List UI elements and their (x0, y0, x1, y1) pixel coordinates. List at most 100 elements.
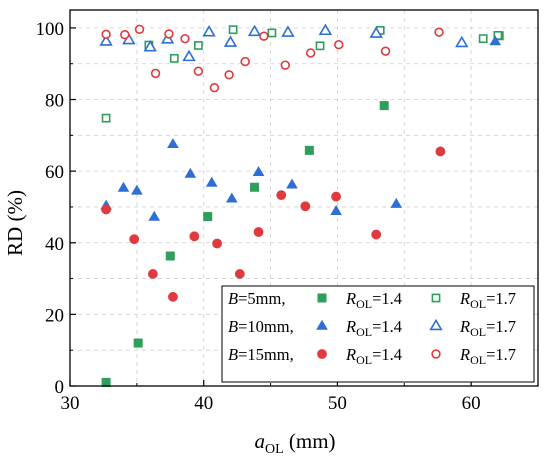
legend-group-symbol: B (228, 289, 238, 308)
data-point (240, 56, 250, 67)
data-point (223, 35, 238, 47)
legend-value: =1.4 (372, 317, 402, 336)
data-point (202, 25, 216, 37)
y-tick-label: 100 (36, 19, 65, 40)
legend-group-value: =10mm, (238, 317, 294, 336)
legend-marker (431, 349, 441, 359)
data-point (148, 210, 161, 221)
data-point (193, 41, 203, 50)
legend-marker (317, 349, 327, 359)
data-point (300, 201, 311, 212)
data-point (493, 31, 503, 40)
data-point (259, 31, 269, 41)
y-tick-label: 0 (55, 377, 65, 398)
data-point (164, 29, 174, 39)
data-point (117, 181, 130, 192)
data-point (99, 34, 113, 46)
legend-group-label: B=15mm, (228, 345, 294, 364)
y-axis-title-text: RD (%) (3, 190, 27, 256)
legend-symbol: R (459, 317, 470, 336)
x-axis-title-unit: (mm) (284, 429, 336, 453)
data-point (331, 191, 341, 202)
plot-frame (69, 9, 539, 387)
data-point (228, 25, 238, 35)
axis-ticks: 30 40 50 60 0 20 40 60 80 100 (36, 19, 481, 414)
data-point (434, 27, 444, 37)
x-tick-label: 50 (328, 393, 347, 414)
data-point (369, 26, 383, 38)
legend-group-symbol: B (228, 345, 238, 364)
legend-group-label: B=10mm, (228, 317, 294, 336)
data-point (252, 166, 265, 176)
data-point (205, 176, 218, 187)
legend-subscript: OL (470, 297, 486, 311)
data-point (167, 138, 179, 149)
data-point (131, 184, 143, 195)
legend-subscript: OL (356, 297, 372, 311)
y-axis-title: RD (%) (3, 190, 27, 256)
legend-subscript: OL (356, 353, 372, 367)
data-point (379, 101, 389, 111)
data-point (165, 251, 175, 261)
legend-value: =1.7 (486, 345, 516, 364)
data-point (212, 238, 222, 249)
legend-group-symbol: B (228, 317, 238, 336)
data-point (193, 66, 204, 76)
legend-group-value: =15mm, (238, 345, 294, 364)
data-point (120, 30, 130, 40)
data-point (129, 234, 140, 245)
data-point (189, 231, 200, 242)
legend: B=5mm, ROL=1.4 ROL=1.7B=10mm, ROL=1.4 ROL=1.… (221, 285, 535, 383)
data-point (334, 40, 344, 50)
data-point (184, 167, 197, 178)
legend-subscript: OL (356, 325, 372, 339)
data-point (305, 48, 316, 58)
legend-group-label: B=5mm, (228, 289, 285, 308)
data-point (281, 25, 295, 37)
legend-marker (317, 293, 327, 303)
data-point (276, 190, 287, 201)
legend-marker (431, 293, 441, 303)
data-point (318, 23, 333, 36)
data-point (371, 229, 382, 240)
data-point (234, 269, 245, 279)
y-tick-label: 80 (45, 91, 64, 112)
legend-symbol: R (345, 289, 356, 308)
data-point (101, 204, 112, 215)
legend-value: =1.4 (372, 345, 402, 364)
legend-marker (316, 319, 328, 330)
data-point (280, 60, 290, 70)
legend-symbol: R (459, 289, 470, 308)
y-tick-label: 60 (45, 162, 64, 183)
legend-series-label: ROL=1.7 (459, 289, 516, 311)
data-point (250, 182, 260, 192)
data-point (390, 197, 403, 208)
legend-symbol: R (459, 345, 470, 364)
data-point (247, 24, 262, 37)
data-point (224, 70, 234, 80)
x-axis-title-symbol: a (254, 429, 265, 453)
data-point (286, 178, 298, 189)
legend-series-label: ROL=1.4 (345, 345, 402, 367)
data-point (180, 33, 190, 44)
data-point (435, 146, 446, 157)
legend-subscript: OL (470, 325, 486, 339)
data-point (330, 205, 342, 216)
data-point (150, 68, 161, 79)
data-points (99, 23, 504, 387)
legend-box (221, 285, 535, 383)
data-point (209, 83, 220, 93)
legend-value: =1.4 (372, 289, 402, 308)
data-point (267, 28, 277, 38)
data-point (134, 24, 145, 35)
data-point (169, 53, 179, 63)
x-tick-label: 40 (194, 393, 213, 414)
legend-group-value: =5mm, (238, 289, 285, 308)
data-point (304, 145, 314, 155)
data-point (182, 49, 196, 62)
legend-symbol: R (345, 317, 356, 336)
legend-subscript: OL (470, 353, 486, 367)
legend-symbol: R (345, 345, 356, 364)
data-point (253, 227, 264, 237)
